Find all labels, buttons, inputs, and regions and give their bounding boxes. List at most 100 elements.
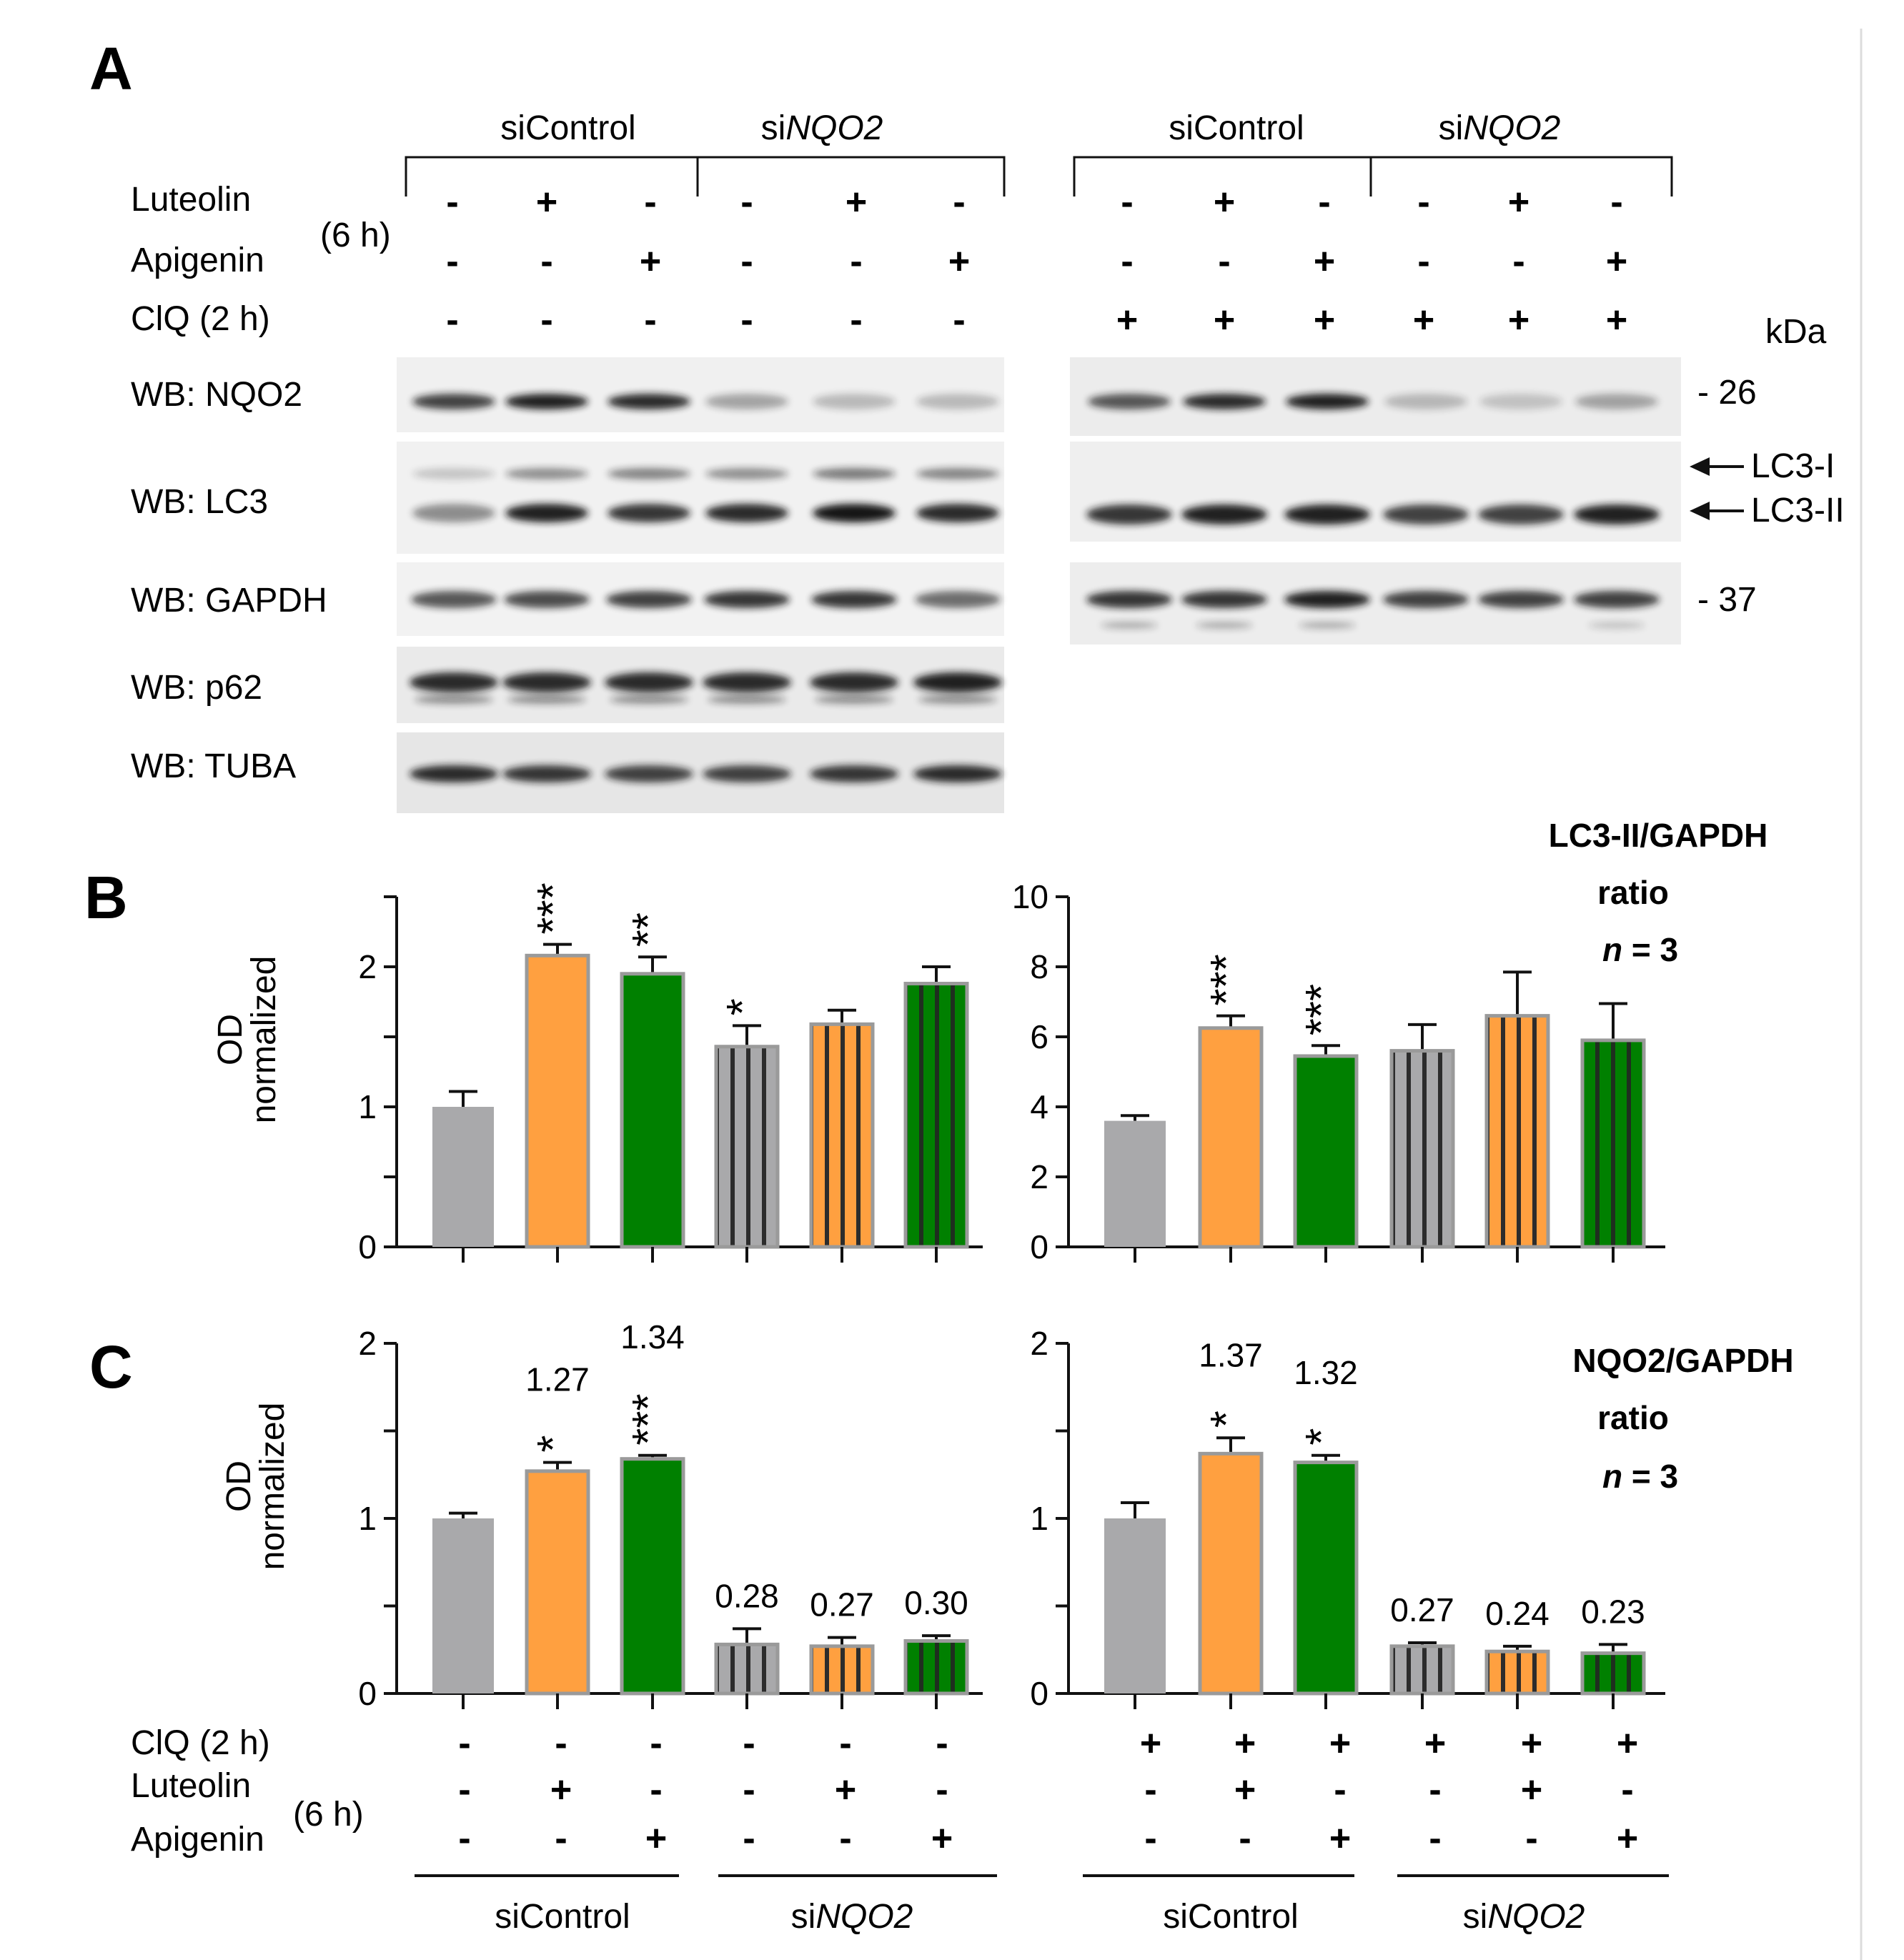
label-clq-a: ClQ (2 h) xyxy=(131,300,270,338)
sign-a-right-luteolin-2: - xyxy=(1318,181,1330,223)
bar xyxy=(903,1639,969,1696)
blot-gapdh-right xyxy=(1070,562,1681,645)
bottom-sinqo2-right: siNQO2 xyxy=(1463,1898,1585,1936)
bar xyxy=(1389,1644,1455,1696)
sign-a-right-clq-2: + xyxy=(1314,299,1335,341)
value-label: 0.27 xyxy=(1390,1591,1454,1628)
bar xyxy=(620,1457,685,1696)
y-tick-label: 8 xyxy=(1030,948,1048,985)
blot-p62-left xyxy=(397,647,1004,723)
sign-a-left-clq-5: - xyxy=(953,299,965,341)
sign-c-left-luteolin-1: + xyxy=(550,1769,572,1811)
significance-mark: *** xyxy=(624,1393,673,1445)
b-ylabel-normalized: normalized xyxy=(245,956,283,1124)
sign-a-right-apigenin-2: + xyxy=(1314,241,1335,282)
sign-a-left-apigenin-2: + xyxy=(640,241,661,282)
sign-a-left-apigenin-1: - xyxy=(540,241,552,282)
sign-c-right-clq-0: + xyxy=(1140,1723,1161,1764)
chart-c-left: 0 1 2 * 1.27 *** 1.34 0.28 0.27 0.30 xyxy=(358,1318,983,1712)
bar xyxy=(809,1022,875,1249)
sign-a-left-clq-3: - xyxy=(740,299,753,341)
sign-a-right-clq-0: + xyxy=(1116,299,1138,341)
significance-mark: *** xyxy=(1297,984,1347,1035)
panel-letter-a: A xyxy=(89,35,133,102)
chart-b-left: 012*** *** xyxy=(358,882,983,1265)
y-tick-label: 2 xyxy=(1030,1325,1048,1362)
y-tick-label: 1 xyxy=(358,1500,377,1537)
blot-lc3-right xyxy=(1070,442,1681,542)
label-apigenin-bottom: Apigenin xyxy=(131,1821,264,1859)
sign-c-left-apigenin-2: + xyxy=(645,1818,667,1859)
sign-a-right-apigenin-1: - xyxy=(1218,241,1230,282)
sign-c-right-clq-1: + xyxy=(1234,1723,1256,1764)
bar xyxy=(1198,1026,1264,1249)
value-label: 1.32 xyxy=(1294,1354,1358,1391)
bar xyxy=(1198,1451,1264,1696)
sign-c-left-luteolin-5: - xyxy=(936,1769,948,1811)
sign-a-right-clq-4: + xyxy=(1508,299,1529,341)
group-label-sicontrol-right: siControl xyxy=(1169,109,1304,147)
significance-mark: * xyxy=(718,998,768,1015)
panel-a-header: siControl siNQO2 siControl siNQO2 xyxy=(405,109,1673,197)
sign-c-left-apigenin-0: - xyxy=(458,1818,470,1859)
bar xyxy=(1293,1054,1359,1249)
sign-a-right-luteolin-5: - xyxy=(1610,181,1622,223)
ratio-annotations: LC3-II/GAPDH ratio n = 3 NQO2/GAPDH rati… xyxy=(1549,817,1794,1495)
sign-c-left-clq-1: - xyxy=(555,1723,567,1764)
sign-a-left-clq-1: - xyxy=(540,299,552,341)
panel-letter-b: B xyxy=(84,864,128,931)
group-label-sicontrol-left: siControl xyxy=(500,109,635,147)
y-tick-label: 4 xyxy=(1030,1088,1048,1125)
value-label: 0.24 xyxy=(1485,1595,1550,1632)
label-6h-a: (6 h) xyxy=(320,217,391,254)
sign-c-right-luteolin-2: - xyxy=(1334,1769,1346,1811)
sign-a-right-luteolin-3: - xyxy=(1417,181,1429,223)
chart-c-right: 0 1 2 * 1.37 * 1.32 0.27 0.24 0.23 xyxy=(1030,1325,1665,1712)
bar xyxy=(620,972,685,1249)
bracket-left xyxy=(405,156,1006,197)
c-ylabel-od: OD xyxy=(220,1461,258,1512)
sign-c-right-apigenin-3: - xyxy=(1429,1818,1441,1859)
value-label: 0.30 xyxy=(904,1584,968,1621)
sign-c-left-clq-4: - xyxy=(839,1723,851,1764)
blot-label-lc3: WB: LC3 xyxy=(131,483,268,521)
blot-lc3-left xyxy=(397,442,1004,554)
sign-a-left-clq-2: - xyxy=(644,299,656,341)
bar xyxy=(1484,1014,1550,1249)
significance-mark: *** xyxy=(1202,954,1251,1005)
sign-c-right-luteolin-5: - xyxy=(1621,1769,1633,1811)
bar xyxy=(432,1518,494,1693)
sign-c-right-clq-3: + xyxy=(1424,1723,1446,1764)
significance-mark: * xyxy=(1297,1428,1347,1446)
bottom-sign-grid: - - - - - - - + - - + - - - + - - + + + + + + + - + - - + - - - + - - + xyxy=(458,1723,1638,1859)
sign-a-right-luteolin-0: - xyxy=(1121,181,1133,223)
sign-a-right-apigenin-0: - xyxy=(1121,241,1133,282)
bar xyxy=(1484,1649,1550,1696)
kda-header: kDa xyxy=(1765,313,1827,351)
sign-c-right-apigenin-0: - xyxy=(1144,1818,1156,1859)
blot-tuba-left xyxy=(397,732,1004,813)
blot-markers: - 26 - 37 LC3-I LC3-II xyxy=(1690,374,1845,619)
significance-mark: *** xyxy=(529,882,578,934)
blot-labels: WB: NQO2 WB: LC3 WB: GAPDH WB: p62 WB: T… xyxy=(131,376,327,785)
sign-c-right-clq-5: + xyxy=(1617,1723,1638,1764)
bar xyxy=(1580,1651,1646,1696)
value-label: 0.28 xyxy=(715,1577,779,1614)
sign-a-left-luteolin-4: + xyxy=(846,181,867,223)
bottom-sinqo2-left: siNQO2 xyxy=(791,1898,913,1936)
chart-b-right: 0 2 4 6 8 10 *** *** xyxy=(1012,878,1665,1265)
sign-a-right-apigenin-5: + xyxy=(1606,241,1627,282)
sign-c-left-clq-5: - xyxy=(936,1723,948,1764)
sign-a-left-luteolin-3: - xyxy=(740,181,753,223)
sign-c-right-apigenin-4: - xyxy=(1525,1818,1537,1859)
c-ratio-word: ratio xyxy=(1597,1399,1669,1436)
marker-37: - 37 xyxy=(1697,581,1757,619)
label-clq-bottom: ClQ (2 h) xyxy=(131,1724,270,1762)
panel-letter-c: C xyxy=(89,1333,133,1401)
y-tick-label: 2 xyxy=(1030,1158,1048,1195)
bar xyxy=(1580,1038,1646,1249)
bar xyxy=(1293,1461,1359,1696)
c-n: n = 3 xyxy=(1602,1458,1678,1495)
sign-c-right-clq-4: + xyxy=(1521,1723,1542,1764)
